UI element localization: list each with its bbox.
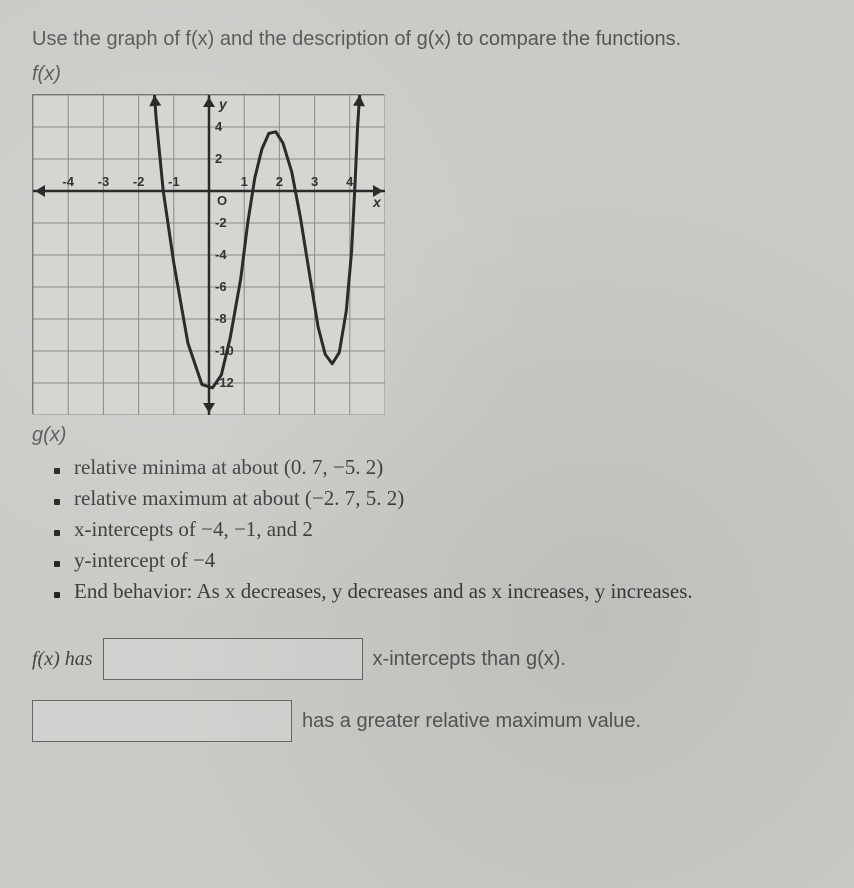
- svg-text:-3: -3: [98, 174, 110, 189]
- svg-text:-4: -4: [62, 174, 74, 189]
- bullet-icon: [54, 592, 60, 598]
- fx-label: f(x): [32, 63, 822, 86]
- bullet-text: y-intercept of −4: [74, 548, 215, 573]
- svg-text:4: 4: [346, 174, 354, 189]
- list-item: End behavior: As x decreases, y decrease…: [54, 579, 822, 604]
- svg-text:-8: -8: [215, 311, 227, 326]
- list-item: y-intercept of −4: [54, 548, 822, 573]
- answer-blank-1[interactable]: [103, 638, 363, 680]
- gx-label: g(x): [32, 424, 822, 447]
- bullet-icon: [54, 530, 60, 536]
- bullet-icon: [54, 561, 60, 567]
- fill-sentence-2: has a greater relative maximum value.: [32, 700, 822, 742]
- svg-text:y: y: [218, 96, 228, 112]
- fill2-suffix: has a greater relative maximum value.: [302, 710, 641, 733]
- answer-blank-2[interactable]: [32, 700, 292, 742]
- gx-description-list: relative minima at about (0. 7, −5. 2) r…: [54, 455, 822, 604]
- svg-text:x: x: [372, 194, 382, 210]
- svg-text:-2: -2: [215, 215, 227, 230]
- bullet-icon: [54, 499, 60, 505]
- fill1-prefix: f(x) has: [32, 648, 93, 671]
- svg-text:2: 2: [276, 174, 283, 189]
- list-item: x-intercepts of −4, −1, and 2: [54, 517, 822, 542]
- svg-text:O: O: [217, 193, 227, 208]
- fx-graph: -4-3-2-1O123442-2-4-6-8-10-12yx: [32, 94, 384, 414]
- fill-sentence-1: f(x) has x-intercepts than g(x).: [32, 638, 822, 680]
- svg-text:-6: -6: [215, 279, 227, 294]
- list-item: relative maximum at about (−2. 7, 5. 2): [54, 486, 822, 511]
- svg-text:2: 2: [215, 151, 222, 166]
- svg-text:1: 1: [241, 174, 248, 189]
- bullet-icon: [54, 468, 60, 474]
- list-item: relative minima at about (0. 7, −5. 2): [54, 455, 822, 480]
- svg-text:-4: -4: [215, 247, 227, 262]
- bullet-text: relative minima at about (0. 7, −5. 2): [74, 455, 383, 480]
- bullet-text: x-intercepts of −4, −1, and 2: [74, 517, 313, 542]
- svg-text:-1: -1: [168, 174, 180, 189]
- bullet-text: relative maximum at about (−2. 7, 5. 2): [74, 486, 404, 511]
- fill1-suffix: x-intercepts than g(x).: [373, 648, 566, 671]
- bullet-text: End behavior: As x decreases, y decrease…: [74, 579, 693, 604]
- svg-text:-2: -2: [133, 174, 145, 189]
- question-prompt: Use the graph of f(x) and the descriptio…: [32, 28, 822, 51]
- svg-text:4: 4: [215, 119, 223, 134]
- svg-text:3: 3: [311, 174, 318, 189]
